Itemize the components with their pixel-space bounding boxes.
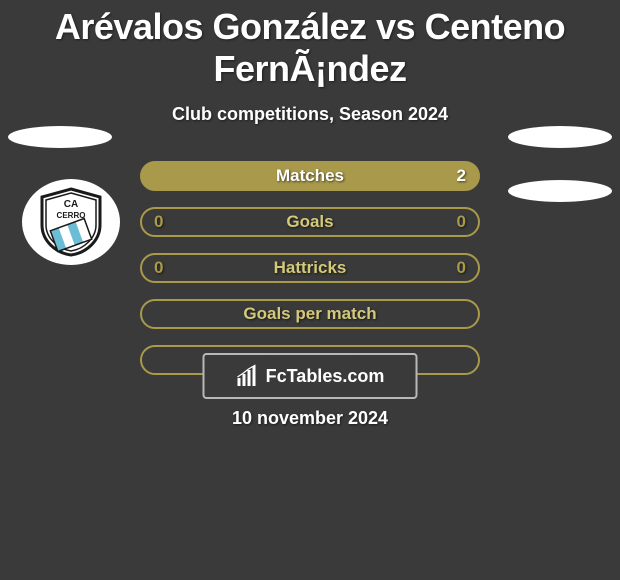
source-badge-label: FcTables.com <box>266 366 385 387</box>
player-left-token <box>8 126 112 148</box>
stat-row-goals: 0 Goals 0 <box>140 207 480 237</box>
stat-left-value: 0 <box>154 258 163 278</box>
stat-right-value: 0 <box>457 212 466 232</box>
player-right-token-2 <box>508 180 612 202</box>
page-subtitle: Club competitions, Season 2024 <box>0 104 620 125</box>
stat-label: Goals per match <box>243 304 376 324</box>
date-caption: 10 november 2024 <box>0 408 620 429</box>
stat-right-value: 2 <box>457 166 466 186</box>
shield-text-bottom: CERRO <box>57 211 86 220</box>
source-badge: FcTables.com <box>203 353 418 399</box>
club-logo-left: CA CERRO <box>22 179 120 265</box>
cerro-shield-icon: CA CERRO <box>34 185 108 259</box>
stat-label: Hattricks <box>274 258 347 278</box>
bar-chart-icon <box>236 364 260 388</box>
player-right-token-1 <box>508 126 612 148</box>
stat-row-goals-per-match: Goals per match <box>140 299 480 329</box>
stat-label: Goals <box>286 212 333 232</box>
stat-label: Matches <box>276 166 344 186</box>
stat-row-matches: Matches 2 <box>140 161 480 191</box>
stat-right-value: 0 <box>457 258 466 278</box>
comparison-card: Arévalos González vs Centeno FernÃ¡ndez … <box>0 0 620 580</box>
stat-row-hattricks: 0 Hattricks 0 <box>140 253 480 283</box>
stat-left-value: 0 <box>154 212 163 232</box>
shield-text-top: CA <box>64 199 78 210</box>
page-title: Arévalos González vs Centeno FernÃ¡ndez <box>0 0 620 90</box>
